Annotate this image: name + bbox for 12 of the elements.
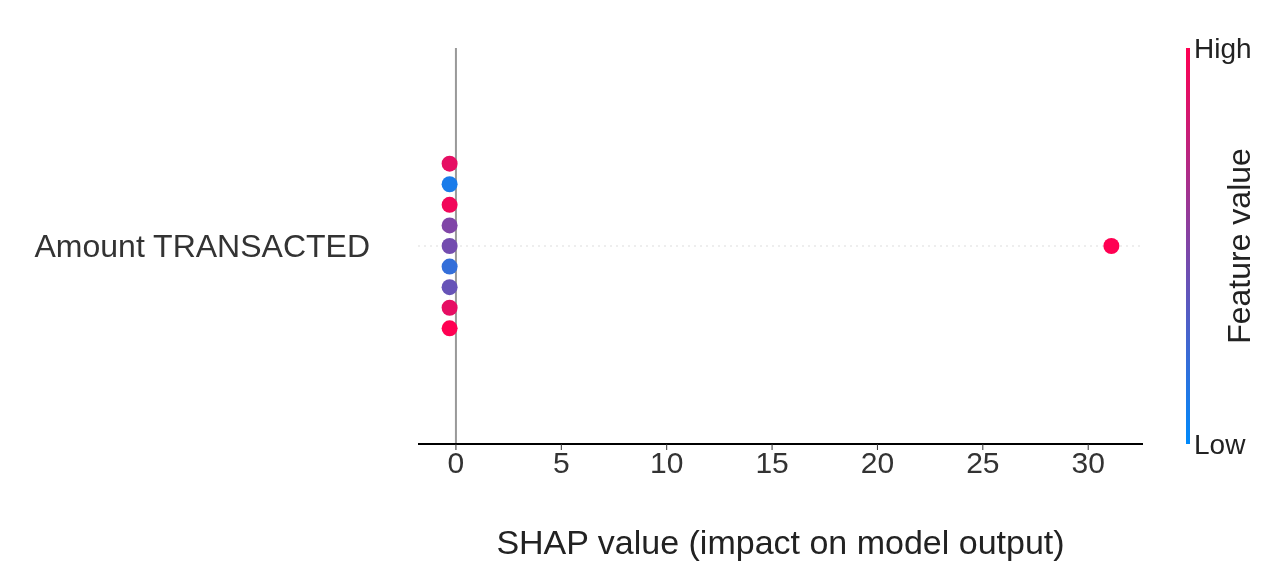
y-tick-label: Amount TRANSACTED	[34, 228, 370, 265]
x-axis-title: SHAP value (impact on model output)	[496, 523, 1065, 561]
x-tick-label: 5	[552, 446, 570, 480]
color-bar-label: Low	[1194, 428, 1247, 460]
x-tick-label: 15	[755, 446, 789, 480]
x-tick-label: 10	[650, 446, 684, 480]
color-bar-title: Feature value	[1221, 148, 1257, 344]
color-bar-label: High	[1194, 32, 1252, 64]
x-tick-label: 0	[447, 446, 465, 480]
x-tick-label: 25	[966, 446, 1000, 480]
x-tick-label: 30	[1071, 446, 1105, 480]
x-tick-label: 20	[860, 446, 895, 480]
